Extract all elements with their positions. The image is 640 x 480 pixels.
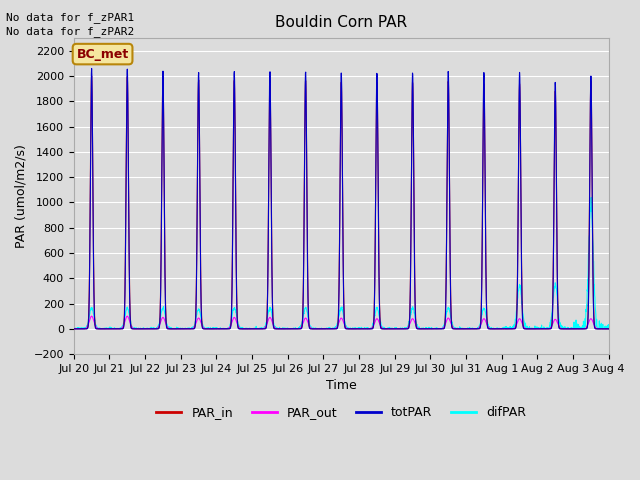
Text: No data for f_zPAR2: No data for f_zPAR2 [6,26,134,37]
Title: Bouldin Corn PAR: Bouldin Corn PAR [275,15,407,30]
Text: No data for f_zPAR1: No data for f_zPAR1 [6,12,134,23]
Legend: PAR_in, PAR_out, totPAR, difPAR: PAR_in, PAR_out, totPAR, difPAR [151,401,531,424]
Y-axis label: PAR (umol/m2/s): PAR (umol/m2/s) [15,144,28,248]
X-axis label: Time: Time [326,379,356,392]
Text: BC_met: BC_met [76,48,129,60]
